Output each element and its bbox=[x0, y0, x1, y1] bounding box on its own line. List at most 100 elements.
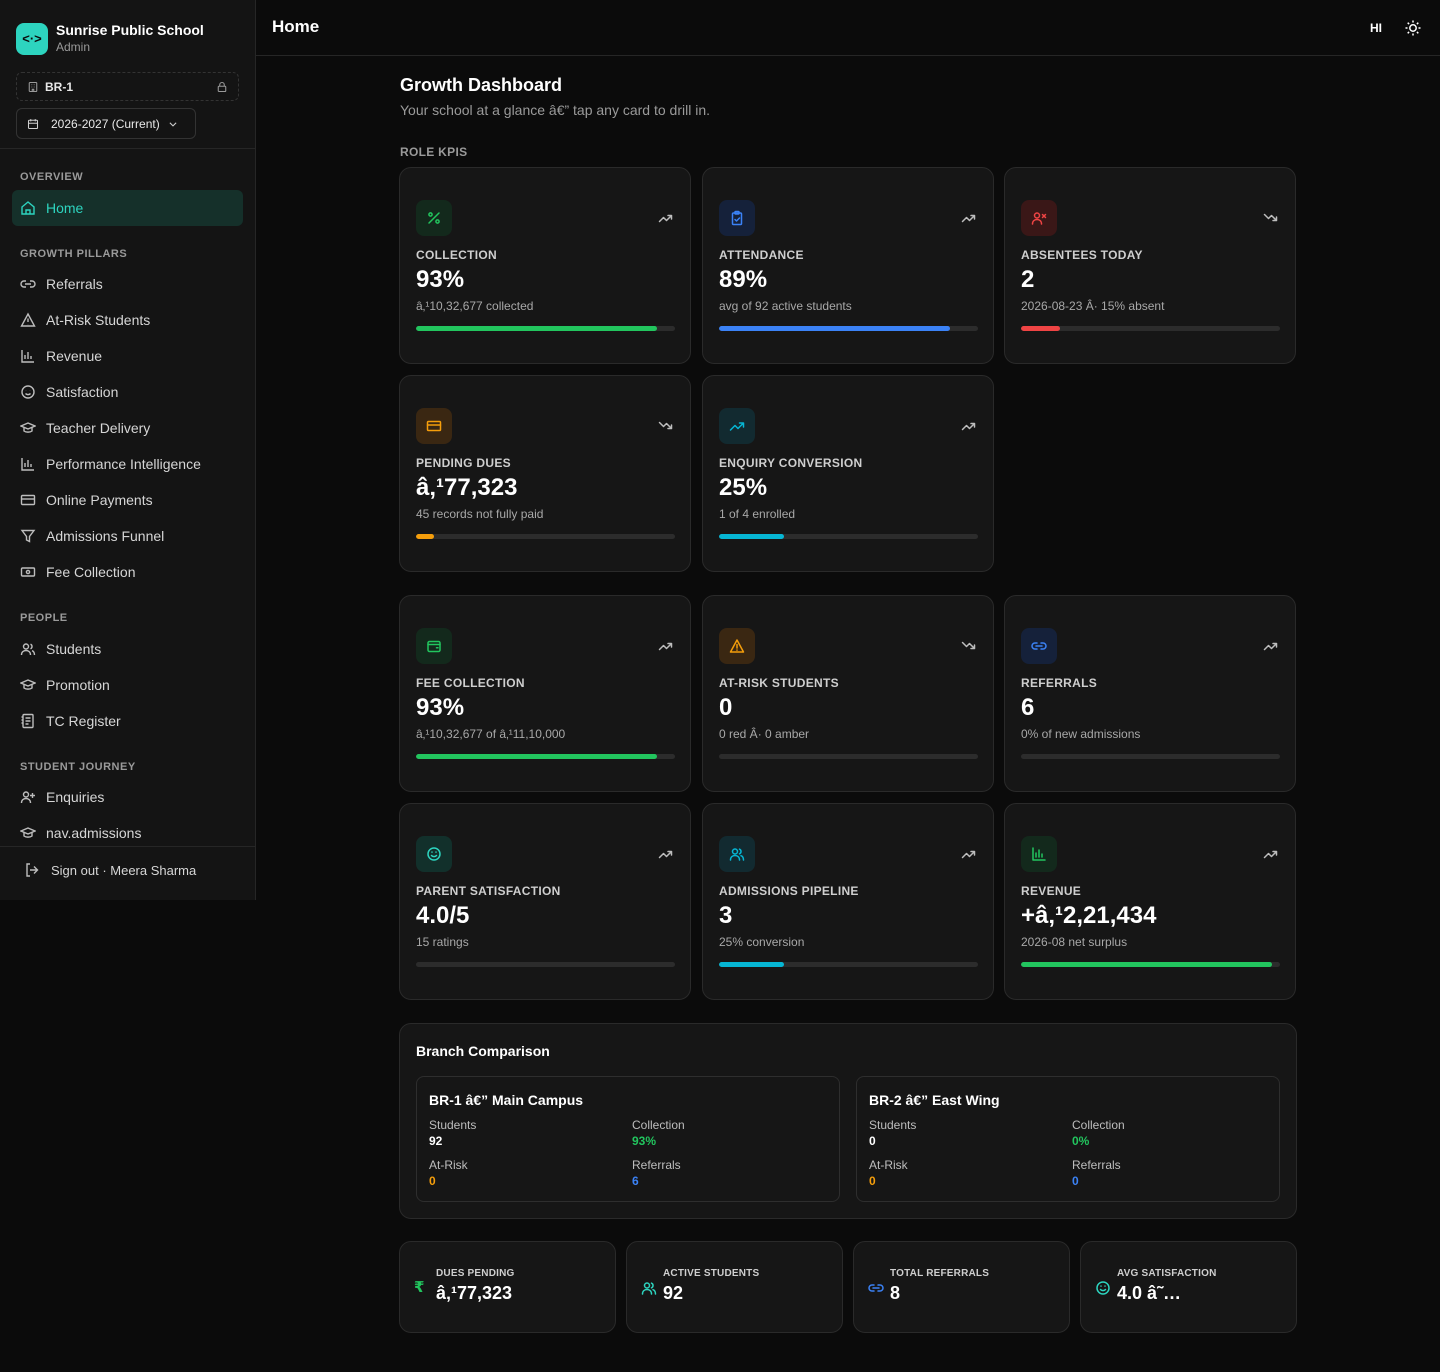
kpi-subtext: â‚¹10,32,677 collected bbox=[416, 299, 534, 313]
sidebar-item-online-payments[interactable]: Online Payments bbox=[12, 482, 243, 518]
register-icon bbox=[20, 713, 36, 729]
academic-year-value: 2026-2027 (Current) bbox=[51, 116, 160, 131]
kpi-value: 93% bbox=[416, 694, 465, 721]
kpi-card-admissions-pipeline[interactable]: ADMISSIONS PIPELINE 3 25% conversion bbox=[702, 803, 994, 1000]
sidebar-item-performance-intelligence[interactable]: Performance Intelligence bbox=[12, 446, 243, 482]
sidebar-item-tc-register[interactable]: TC Register bbox=[12, 703, 243, 739]
sidebar-item-enquiries[interactable]: Enquiries bbox=[12, 779, 243, 815]
trending-up-icon bbox=[729, 422, 745, 431]
kpi-progress-bar bbox=[1021, 754, 1280, 759]
sidebar-item-label: Online Payments bbox=[46, 492, 153, 508]
kpi-subtext: â‚¹10,32,677 of â‚¹11,10,000 bbox=[416, 727, 566, 741]
brand-logo-icon: <·> bbox=[16, 22, 48, 55]
sign-out-label: Sign out · Meera Sharma bbox=[51, 862, 197, 878]
kpi-card-enquiry-conversion[interactable]: ENQUIRY CONVERSION 25% 1 of 4 enrolled bbox=[702, 375, 994, 572]
kpi-card-at-risk-students[interactable]: AT-RISK STUDENTS 0 0 red Â· 0 amber bbox=[702, 595, 994, 792]
trending-up-icon bbox=[658, 642, 673, 651]
branch-comparison: Branch Comparison BR-1 â€” Main Campus S… bbox=[399, 1023, 1297, 1219]
kpi-card-absentees-today[interactable]: ABSENTEES TODAY 2 2026-08-23 Â· 15% absent bbox=[1004, 167, 1296, 364]
page-title: Growth Dashboard bbox=[400, 75, 563, 95]
sidebar-item-admissions-funnel[interactable]: Admissions Funnel bbox=[12, 518, 243, 554]
sidebar-item-at-risk-students[interactable]: At-Risk Students bbox=[12, 302, 243, 338]
sidebar-item-home[interactable]: Home bbox=[12, 190, 243, 226]
kpi-progress-bar bbox=[719, 754, 978, 759]
kpi-card-attendance[interactable]: ATTENDANCE 89% avg of 92 active students bbox=[702, 167, 994, 364]
users-icon bbox=[641, 1282, 657, 1295]
kpi-label: PENDING DUES bbox=[416, 456, 511, 470]
rupee-icon: ₹ bbox=[414, 1279, 425, 1296]
sidebar-item-label: nav.admissions bbox=[46, 825, 142, 841]
kpi-value: 0 bbox=[719, 694, 733, 721]
trending-up-icon bbox=[658, 850, 673, 859]
kpi-label: ADMISSIONS PIPELINE bbox=[719, 884, 859, 898]
funnel-icon bbox=[20, 528, 36, 544]
kpi-label: PARENT SATISFACTION bbox=[416, 884, 561, 898]
kpi-progress-bar bbox=[416, 534, 675, 539]
trending-up-icon bbox=[1263, 850, 1278, 859]
trending-down-icon bbox=[1263, 213, 1278, 222]
summary-label: AVG SATISFACTION bbox=[1117, 1268, 1217, 1279]
kpi-card-revenue[interactable]: REVENUE +â‚¹2,21,434 2026-08 net surplus bbox=[1004, 803, 1296, 1000]
top-bar: Home HI bbox=[256, 0, 1440, 56]
home-icon bbox=[20, 200, 36, 216]
kpi-subtext: 25% conversion bbox=[719, 935, 805, 949]
sidebar: <·> Sunrise Public School Admin BR-1 202… bbox=[0, 0, 256, 900]
kpi-label: REFERRALS bbox=[1021, 676, 1098, 690]
branch-referrals-value: 0 bbox=[1072, 1174, 1079, 1188]
kpi-label: ATTENDANCE bbox=[719, 248, 804, 262]
user-plus-icon bbox=[20, 789, 36, 805]
percent-icon bbox=[428, 212, 440, 224]
kpi-subtext: avg of 92 active students bbox=[719, 299, 852, 313]
branch-atrisk-value: 0 bbox=[429, 1174, 436, 1188]
nav-section-people: PEOPLE bbox=[20, 612, 68, 624]
kpi-progress-fill bbox=[719, 534, 784, 539]
calendar-icon bbox=[27, 118, 39, 129]
sidebar-item-revenue[interactable]: Revenue bbox=[12, 338, 243, 374]
kpi-card-fee-collection[interactable]: FEE COLLECTION 93% â‚¹10,32,677 of â‚¹11,1… bbox=[399, 595, 691, 792]
branch-collection-value: 0% bbox=[1072, 1134, 1090, 1148]
summary-card-total-referrals[interactable]: TOTAL REFERRALS 8 bbox=[853, 1241, 1070, 1333]
top-bar-title: Home bbox=[272, 17, 320, 36]
sidebar-item-admissions[interactable]: nav.admissions bbox=[12, 815, 243, 851]
kpi-subtext: 1 of 4 enrolled bbox=[719, 507, 796, 521]
sidebar-item-label: At-Risk Students bbox=[46, 312, 151, 328]
warning-icon bbox=[729, 639, 745, 653]
brand[interactable]: <·> Sunrise Public School Admin bbox=[16, 22, 204, 55]
credit-card-icon bbox=[20, 492, 36, 508]
branch-selector[interactable]: BR-1 bbox=[16, 72, 239, 101]
summary-card-active-students[interactable]: ACTIVE STUDENTS 92 bbox=[626, 1241, 843, 1333]
branch-card-br1[interactable]: BR-1 â€” Main Campus Students 92 Collect… bbox=[416, 1076, 840, 1202]
kpi-progress-bar bbox=[1021, 326, 1280, 331]
sidebar-item-satisfaction[interactable]: Satisfaction bbox=[12, 374, 243, 410]
summary-card-dues-pending[interactable]: ₹ DUES PENDING â‚¹77,323 bbox=[399, 1241, 616, 1333]
sidebar-item-students[interactable]: Students bbox=[12, 631, 243, 667]
kpi-progress-bar bbox=[416, 326, 675, 331]
language-toggle[interactable]: HI bbox=[1370, 21, 1382, 35]
kpi-card-pending-dues[interactable]: PENDING DUES â‚¹77,323 45 records not full… bbox=[399, 375, 691, 572]
kpi-card-referrals[interactable]: REFERRALS 6 0% of new admissions bbox=[1004, 595, 1296, 792]
branch-collection-label: Collection bbox=[1072, 1118, 1125, 1132]
kpi-card-parent-satisfaction[interactable]: PARENT SATISFACTION 4.0/5 15 ratings bbox=[399, 803, 691, 1000]
kpi-card-collection[interactable]: COLLECTION 93% â‚¹10,32,677 collected bbox=[399, 167, 691, 364]
kpi-subtext: 0 red Â· 0 amber bbox=[719, 727, 810, 741]
sidebar-item-teacher-delivery[interactable]: Teacher Delivery bbox=[12, 410, 243, 446]
nav-section-growth-pillars: GROWTH PILLARS bbox=[20, 248, 128, 260]
trending-down-icon bbox=[658, 421, 673, 430]
academic-year-select[interactable]: 2026-2027 (Current) bbox=[16, 108, 196, 139]
branch-name: BR-1 â€” Main Campus bbox=[429, 1092, 584, 1108]
sign-out-button[interactable]: Sign out · Meera Sharma bbox=[24, 862, 196, 878]
sidebar-item-referrals[interactable]: Referrals bbox=[12, 266, 243, 302]
kpi-progress-bar bbox=[1021, 962, 1280, 967]
smile-icon bbox=[427, 847, 441, 861]
branch-students-value: 92 bbox=[429, 1134, 443, 1148]
summary-card-avg-satisfaction[interactable]: AVG SATISFACTION 4.0 â˜… bbox=[1080, 1241, 1297, 1333]
summary-label: ACTIVE STUDENTS bbox=[663, 1268, 760, 1279]
sun-icon[interactable] bbox=[1404, 19, 1422, 37]
sidebar-item-fee-collection[interactable]: Fee Collection bbox=[12, 554, 243, 590]
trending-up-icon bbox=[961, 214, 976, 223]
sidebar-item-promotion[interactable]: Promotion bbox=[12, 667, 243, 703]
branch-card-br2[interactable]: BR-2 â€” East Wing Students 0 Collection… bbox=[856, 1076, 1280, 1202]
trending-up-icon bbox=[658, 214, 673, 223]
kpi-value: â‚¹77,323 bbox=[416, 474, 518, 501]
kpi-subtext: 2026-08-23 Â· 15% absent bbox=[1021, 299, 1165, 313]
